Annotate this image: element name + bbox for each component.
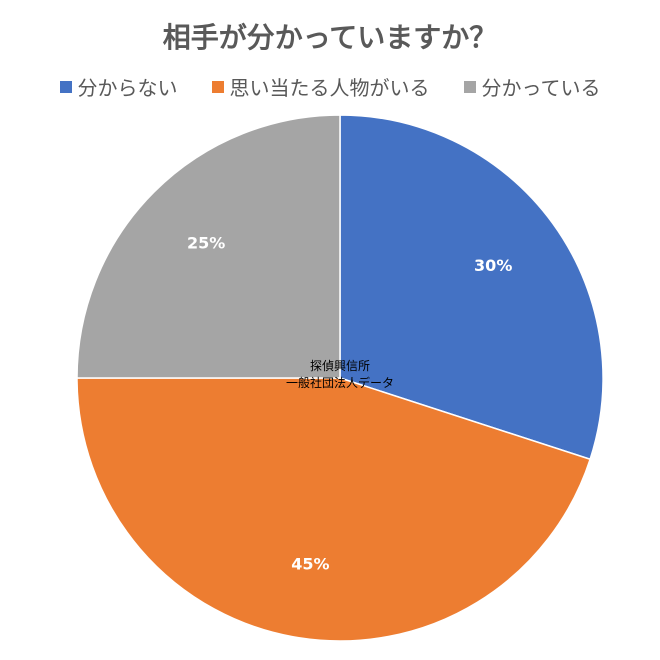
legend: 分からない 思い当たる人物がいる 分かっている: [0, 72, 660, 101]
legend-label-2: 分かっている: [481, 76, 601, 100]
pie-slice-2: [76, 114, 341, 379]
legend-swatch-0: [59, 80, 72, 93]
legend-swatch-1: [211, 80, 224, 93]
watermark-line-1: 探偵興信所: [309, 359, 370, 373]
pie-slice-1: [76, 377, 592, 642]
legend-label-1: 思い当たる人物がいる: [229, 76, 430, 100]
source-watermark: 探偵興信所 一般社団法人データ: [250, 358, 430, 392]
watermark-line-2: 一般社団法人データ: [285, 376, 394, 390]
data-label-1: 45%: [291, 555, 329, 574]
data-label-0: 30%: [474, 256, 512, 275]
legend-item-2: 分かっている: [463, 72, 601, 101]
legend-item-0: 分からない: [59, 72, 178, 101]
chart-title: 相手が分かっていますか？: [162, 21, 498, 54]
legend-swatch-2: [463, 80, 476, 93]
legend-item-1: 思い当たる人物がいる: [211, 72, 430, 101]
legend-label-0: 分からない: [77, 76, 178, 100]
data-label-2: 25%: [187, 234, 225, 253]
pie-slice-0: [339, 114, 604, 461]
